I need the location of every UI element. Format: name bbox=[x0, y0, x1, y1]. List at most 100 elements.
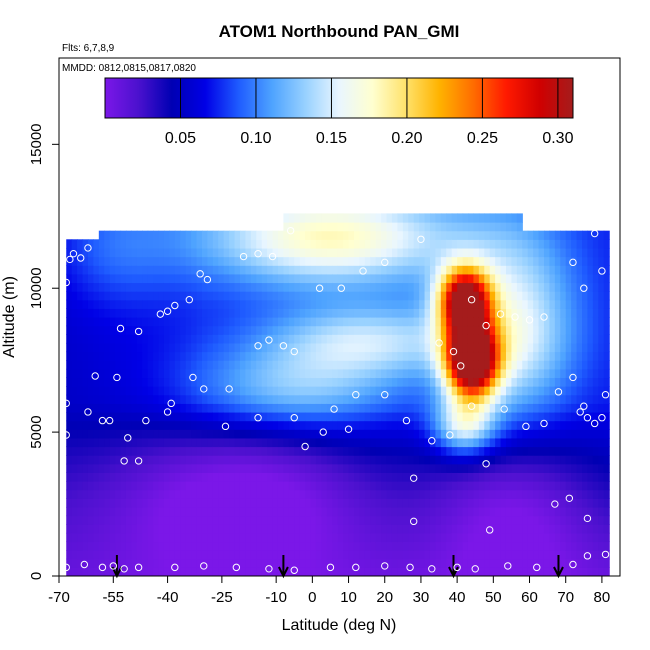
heatmap-cell bbox=[98, 567, 105, 576]
heatmap-cell bbox=[402, 247, 409, 258]
heatmap-cell bbox=[582, 273, 589, 284]
heatmap-cell bbox=[533, 308, 540, 318]
heatmap-cell bbox=[576, 308, 583, 318]
heatmap-cell bbox=[391, 567, 399, 576]
heatmap-cell bbox=[201, 394, 208, 404]
heatmap-cell bbox=[163, 541, 170, 551]
heatmap-cell bbox=[71, 265, 78, 275]
heatmap-cell bbox=[82, 317, 89, 327]
heatmap-cell bbox=[440, 213, 447, 223]
heatmap-cell bbox=[142, 239, 149, 249]
heatmap-cell bbox=[207, 437, 214, 448]
heatmap-cell bbox=[402, 411, 409, 422]
heatmap-cell bbox=[424, 541, 431, 551]
heatmap-cell bbox=[522, 368, 529, 379]
heatmap-cell bbox=[598, 541, 605, 551]
heatmap-cell bbox=[587, 481, 594, 491]
heatmap-cell bbox=[582, 455, 589, 465]
heatmap-cell bbox=[603, 515, 610, 525]
heatmap-cell bbox=[495, 299, 502, 309]
heatmap-cell bbox=[180, 403, 187, 413]
heatmap-cell bbox=[527, 386, 534, 396]
heatmap-cell bbox=[310, 437, 317, 448]
heatmap-cell bbox=[245, 351, 252, 361]
heatmap-cell bbox=[495, 222, 502, 232]
heatmap-cell bbox=[343, 541, 350, 551]
heatmap-cell bbox=[245, 446, 252, 456]
heatmap-cell bbox=[229, 541, 236, 551]
heatmap-cell bbox=[212, 455, 219, 465]
sample-point bbox=[590, 419, 599, 428]
heatmap-cell bbox=[462, 541, 469, 551]
heatmap-cell bbox=[201, 429, 208, 439]
heatmap-cell bbox=[245, 325, 252, 335]
heatmap-cell bbox=[467, 437, 475, 448]
heatmap-cell bbox=[332, 342, 339, 353]
heatmap-cell bbox=[71, 446, 78, 456]
heatmap-cell bbox=[440, 351, 447, 361]
heatmap-cell bbox=[288, 334, 295, 344]
sample-point bbox=[98, 416, 107, 425]
heatmap-cell bbox=[397, 377, 404, 387]
heatmap-cell bbox=[429, 394, 437, 404]
heatmap-cell bbox=[560, 230, 567, 240]
heatmap-cell bbox=[158, 334, 165, 344]
heatmap-cell bbox=[169, 532, 176, 543]
heatmap-cell bbox=[549, 489, 556, 499]
heatmap-cell bbox=[446, 368, 453, 379]
heatmap-cell bbox=[467, 239, 475, 249]
heatmap-cell bbox=[261, 411, 268, 422]
heatmap-cell bbox=[125, 524, 132, 534]
heatmap-cell bbox=[104, 265, 111, 275]
heatmap-cell bbox=[142, 334, 149, 344]
heatmap-cell bbox=[109, 463, 116, 473]
heatmap-cell bbox=[201, 377, 208, 387]
heatmap-cell bbox=[332, 532, 339, 543]
heatmap-cell bbox=[250, 498, 257, 508]
heatmap-cell bbox=[315, 368, 322, 379]
heatmap-cell bbox=[381, 429, 388, 439]
heatmap-cell bbox=[256, 265, 263, 275]
heatmap-cell bbox=[277, 368, 284, 379]
heatmap-cell bbox=[250, 325, 257, 335]
heatmap-cell bbox=[98, 325, 105, 335]
heatmap-cell bbox=[505, 308, 513, 318]
heatmap-cell bbox=[511, 247, 518, 258]
sample-point bbox=[601, 550, 610, 559]
heatmap-cell bbox=[592, 481, 599, 491]
heatmap-cell bbox=[180, 377, 187, 387]
heatmap-cell bbox=[424, 524, 431, 534]
heatmap-cell bbox=[77, 403, 84, 413]
heatmap-cell bbox=[77, 567, 84, 576]
heatmap-cell bbox=[82, 247, 89, 258]
heatmap-cell bbox=[359, 420, 366, 430]
heatmap-cell bbox=[261, 558, 268, 568]
heatmap-cell bbox=[381, 472, 388, 482]
heatmap-cell bbox=[277, 247, 284, 258]
heatmap-cell bbox=[223, 550, 230, 560]
heatmap-cell bbox=[359, 213, 366, 223]
heatmap-cell bbox=[256, 403, 263, 413]
heatmap-cell bbox=[533, 429, 540, 439]
heatmap-cell bbox=[82, 463, 89, 473]
heatmap-cell bbox=[332, 368, 339, 379]
heatmap-cell bbox=[180, 429, 187, 439]
heatmap-cell bbox=[495, 334, 502, 344]
heatmap-cell bbox=[321, 394, 328, 404]
heatmap-cell bbox=[554, 541, 561, 551]
heatmap-cell bbox=[391, 377, 399, 387]
heatmap-cell bbox=[473, 265, 480, 275]
heatmap-cell bbox=[446, 558, 453, 568]
heatmap-cell bbox=[294, 437, 301, 448]
heatmap-cell bbox=[115, 550, 122, 560]
heatmap-cell bbox=[201, 498, 208, 508]
heatmap-cell bbox=[527, 394, 534, 404]
colorbar-tick-label: 0.15 bbox=[316, 130, 347, 147]
heatmap-cell bbox=[554, 256, 561, 266]
heatmap-cell bbox=[283, 230, 290, 240]
heatmap-cell bbox=[549, 481, 556, 491]
sample-point bbox=[290, 414, 298, 422]
heatmap-cell bbox=[364, 317, 371, 327]
heatmap-cell bbox=[93, 463, 100, 473]
heatmap-cell bbox=[158, 377, 165, 387]
